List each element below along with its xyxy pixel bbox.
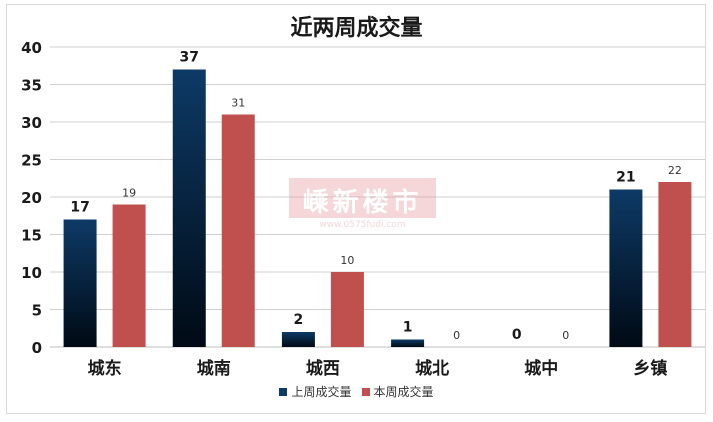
- data-label-series-1: 17: [70, 200, 89, 216]
- y-tick-label: 25: [21, 152, 42, 170]
- chart-title: 近两周成交量: [290, 16, 423, 41]
- bar-series-1: [172, 69, 206, 347]
- bar-series-2: [112, 204, 146, 347]
- bar-series-2: [330, 272, 364, 347]
- x-tick-label: 城北: [415, 359, 449, 379]
- legend-label-series-2: 本周成交量: [373, 385, 434, 399]
- data-label-series-2: 0: [562, 329, 569, 342]
- x-tick-label: 城西: [306, 359, 340, 379]
- y-tick-label: 40: [21, 39, 42, 57]
- legend-item-series-2: 本周成交量: [361, 383, 434, 400]
- legend-label-series-1: 上周成交量: [291, 385, 352, 399]
- data-label-series-2: 0: [453, 329, 460, 342]
- data-label-series-1: 37: [180, 50, 199, 66]
- y-tick-label: 15: [21, 227, 42, 245]
- y-tick-label: 5: [32, 302, 42, 320]
- legend-item-series-1: 上周成交量: [279, 383, 352, 400]
- data-label-series-1: 21: [616, 170, 635, 186]
- legend: 上周成交量 本周成交量: [0, 383, 713, 400]
- bar-series-1: [63, 219, 97, 347]
- data-label-series-2: 31: [231, 97, 245, 110]
- x-tick-label: 城中: [524, 358, 558, 379]
- y-tick-label: 30: [21, 114, 42, 132]
- data-label-series-1: 1: [403, 320, 413, 336]
- x-tick-label: 城东: [88, 358, 122, 379]
- data-label-series-2: 10: [340, 254, 354, 267]
- watermark: 嵊新楼市 www.0575fudi.com: [289, 178, 436, 234]
- y-tick-label: 20: [21, 189, 42, 207]
- bar-series-1: [609, 189, 643, 347]
- y-tick-label: 10: [21, 264, 42, 282]
- watermark-url: www.0575fudi.com: [319, 220, 406, 230]
- watermark-box: [289, 178, 436, 218]
- legend-swatch-series-2: [361, 387, 370, 396]
- x-tick-label: 乡镇: [633, 358, 667, 379]
- data-label-series-1: 0: [512, 327, 522, 343]
- data-label-series-2: 22: [668, 164, 682, 177]
- x-tick-label: 城南: [197, 358, 231, 379]
- y-tick-label: 0: [32, 339, 42, 357]
- watermark-text: 嵊新楼市: [302, 188, 423, 218]
- bar-series-2: [658, 182, 692, 347]
- data-label-series-2: 19: [122, 187, 136, 200]
- y-tick-label: 35: [21, 77, 42, 95]
- legend-swatch-series-1: [279, 387, 288, 396]
- bar-series-1: [281, 332, 315, 347]
- bar-series-1: [391, 339, 425, 347]
- data-label-series-1: 2: [294, 312, 304, 328]
- bar-series-2: [221, 114, 255, 347]
